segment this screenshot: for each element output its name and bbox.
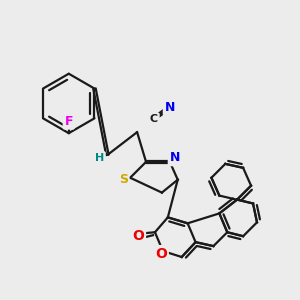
Text: H: H: [95, 153, 104, 163]
Text: O: O: [132, 229, 144, 243]
Text: N: N: [169, 152, 180, 164]
Text: C: C: [150, 114, 158, 124]
Text: F: F: [64, 115, 73, 128]
Text: O: O: [155, 247, 167, 261]
Text: S: S: [119, 173, 128, 186]
Text: N: N: [165, 101, 175, 114]
